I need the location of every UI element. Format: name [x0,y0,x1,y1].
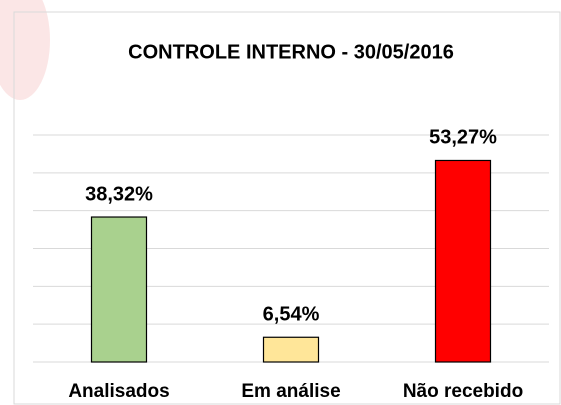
x-tick-label: Em análise [241,381,340,402]
x-tick-label: Analisados [68,381,169,402]
chart-frame [13,11,561,405]
x-tick-label: Não recebido [403,381,523,402]
value-label: 38,32% [85,183,153,205]
value-label: 6,54% [263,304,320,326]
faded-logo [0,0,50,100]
bar [90,216,148,363]
value-label: 53,27% [429,127,497,149]
chart-title: CONTROLE INTERNO - 30/05/2016 [128,41,454,63]
bar [434,159,492,363]
bar [262,336,320,363]
